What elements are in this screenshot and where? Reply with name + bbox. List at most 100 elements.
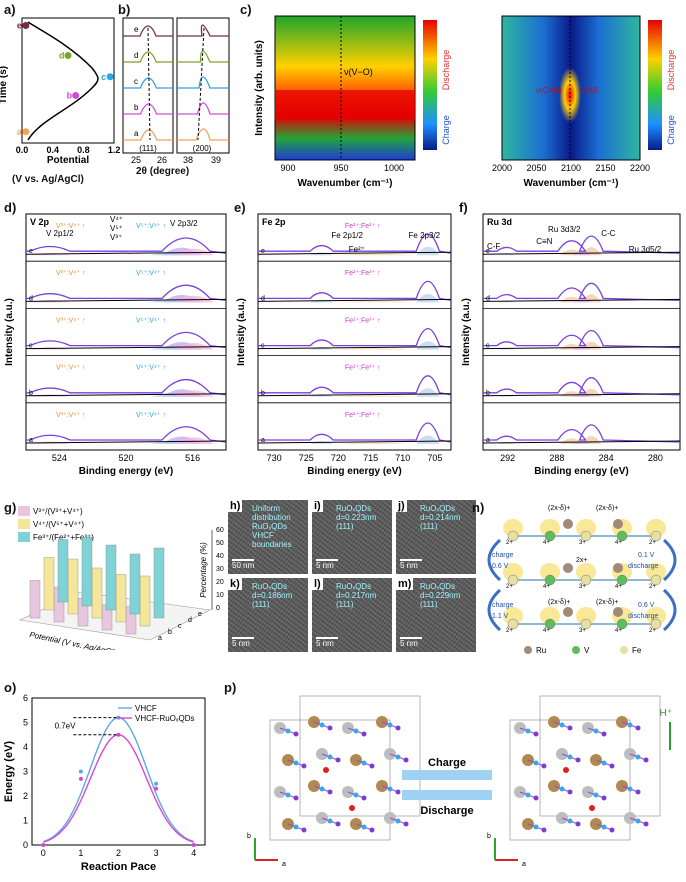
- c-atom: [327, 754, 333, 760]
- c-discharge-right: Discharge: [666, 50, 676, 91]
- n-atom: [643, 757, 649, 763]
- tem-image-j: j) RuOₓQDs d=0.214nm (111) 5 nm: [396, 500, 476, 574]
- xrd-trace-label-c: c: [134, 77, 138, 86]
- c-atom: [567, 818, 573, 824]
- n-v1: 0.6 V: [492, 563, 509, 570]
- n-atom: [327, 725, 333, 731]
- xrd-trace-e: [123, 25, 173, 37]
- c-xtick-right: 2150: [595, 163, 615, 173]
- tem-grid: h) Uniform distribution RuOₓQDs VHCF boundari…: [228, 500, 478, 655]
- ratio-fe: Fe²⁺:Fe³⁺ ↑: [345, 412, 381, 419]
- site-charge: 2+: [506, 540, 513, 546]
- xps-component: [174, 248, 214, 256]
- c-atom: [353, 792, 359, 798]
- scale-bar: [232, 637, 254, 639]
- c-atom: [525, 792, 531, 798]
- xps-xtick: 516: [185, 453, 200, 463]
- panel-n: n) 2+ 4+ 3+ 4+ 2+ 2+ 4+ 3+ 4+ 2+ 2+ 4+ 3+ 4+ 2+ (2x-δ)+…: [472, 500, 686, 660]
- metal-site: [544, 574, 556, 586]
- xps-component: [416, 341, 440, 350]
- c-atom: [293, 824, 299, 830]
- xps-xtick: 284: [599, 453, 614, 463]
- xps-component: [174, 437, 214, 444]
- xrd-trace-200-a: [177, 128, 229, 141]
- c-atom: [319, 722, 325, 728]
- panel-n-scheme: 2+ 4+ 3+ 4+ 2+ 2+ 4+ 3+ 4+ 2+ 2+ 4+ 3+ 4+ 2+ (2x-δ)+ (2x…: [487, 505, 677, 655]
- xps-annotation: V 2p1/2: [46, 229, 74, 238]
- shift-line-200: [197, 27, 205, 141]
- g-zlabel: Percentage (%): [199, 542, 208, 598]
- o-ytick: 2: [23, 791, 28, 801]
- xps-title: V 2p: [30, 217, 50, 227]
- panel-a-xlabel2: (V vs. Ag/AgCl): [12, 174, 84, 185]
- metal-site: [580, 574, 592, 586]
- xps-component: [335, 253, 413, 256]
- ratio-right: V⁵⁺:V⁴⁺ ↑: [136, 365, 166, 372]
- xps-xtick: 280: [648, 453, 663, 463]
- xrd-trace-label-e: e: [134, 25, 139, 34]
- ratio-right: V⁵⁺:V⁴⁺ ↑: [136, 317, 166, 324]
- ru-atom: [563, 563, 573, 573]
- xps-baseline: [257, 393, 452, 397]
- xps-envelope-a: [483, 424, 681, 443]
- c-atom: [327, 818, 333, 824]
- panel-g: g) V³⁺/(V³⁺+V⁴⁺) V⁴⁺/(V⁵⁺+V⁴⁺) Fe³⁺/(Fe²⁺+…: [0, 500, 228, 657]
- c-charge-left: Charge: [441, 115, 451, 145]
- xps-annotation: Fe 2p1/2: [331, 231, 363, 240]
- peak-111-label: (111): [139, 144, 157, 153]
- n-v2: 0.1 V: [638, 552, 655, 559]
- c-atom: [601, 760, 607, 766]
- xps-component: [174, 295, 214, 303]
- metal-site: [580, 618, 592, 630]
- g-bar: [29, 580, 41, 619]
- n-atom: [541, 763, 547, 769]
- n-legend-dot: [620, 646, 628, 654]
- axis-b-label: b: [487, 833, 491, 840]
- tem-image-h: h) Uniform distribution RuOₓQDs VHCF boundari…: [228, 500, 308, 574]
- c-atom: [285, 792, 291, 798]
- xrd-trace-label-b: b: [134, 103, 139, 112]
- xrd-trace-200-b: [177, 102, 229, 115]
- g-bar: [57, 539, 69, 603]
- ru-atom: [563, 519, 573, 529]
- panel-o-label: o): [4, 680, 17, 695]
- n-atom: [533, 795, 539, 801]
- panel-d: d) V 2p e V³⁺:V⁴⁺ ↑ V⁵⁺:V⁴⁺ ↑ d V³⁺:V⁴⁺ ↑ V⁵⁺:…: [0, 200, 232, 485]
- ratio-fe: Fe²⁺:Fe³⁺ ↑: [345, 317, 381, 324]
- xrd-trace-200-e: [177, 24, 229, 37]
- n-atom: [301, 763, 307, 769]
- xps-annotation: V⁵⁺: [110, 224, 123, 233]
- electron-cloud: [646, 563, 666, 581]
- discharge-arrow-1: [662, 538, 677, 582]
- panel-g-plot: V³⁺/(V³⁺+V⁴⁺) V⁴⁺/(V⁵⁺+V⁴⁺) Fe³⁺/(Fe²⁺+Fe³…: [18, 506, 224, 657]
- c-atom: [533, 824, 539, 830]
- xps-annotation: Fe 2p3/2: [409, 231, 441, 240]
- c-atom: [361, 824, 367, 830]
- xps-xtick: 705: [427, 453, 442, 463]
- panel-f-plot: Ru 3d e d c b a 292 288 284 280 Binding energy (eV…: [461, 213, 681, 477]
- n-ox3: (2x-δ)+: [548, 599, 570, 606]
- ratio-right: V⁵⁺:V⁴⁺ ↑: [136, 412, 166, 419]
- g-bar: [105, 544, 117, 611]
- xps-baseline: [25, 298, 227, 302]
- xps-envelope-e: [26, 237, 227, 254]
- a-xtick: 0.8: [77, 145, 90, 155]
- ru-atom: [563, 607, 573, 617]
- tem-annotation: RuOₓQDs d=0.186nm (111): [252, 582, 293, 609]
- panel-f: f) Ru 3d e d c b a 292 288 284 280 Binding energy …: [457, 200, 686, 485]
- b-xtick-1: 25: [131, 155, 141, 165]
- c-atom: [635, 818, 641, 824]
- g-ztick: 60: [216, 527, 224, 534]
- c-atom: [635, 754, 641, 760]
- xps-envelope-a: [258, 422, 452, 443]
- xps-baseline: [257, 298, 452, 302]
- metal-site: [507, 530, 519, 542]
- xps-baseline: [25, 393, 227, 397]
- site-charge: 2+: [506, 584, 513, 590]
- c-atom: [525, 728, 531, 734]
- xps-xtick: 720: [331, 453, 346, 463]
- c-xtick-right: 2050: [526, 163, 546, 173]
- ratio-left: V³⁺:V⁴⁺ ↑: [56, 223, 85, 230]
- xps-component: [335, 348, 413, 350]
